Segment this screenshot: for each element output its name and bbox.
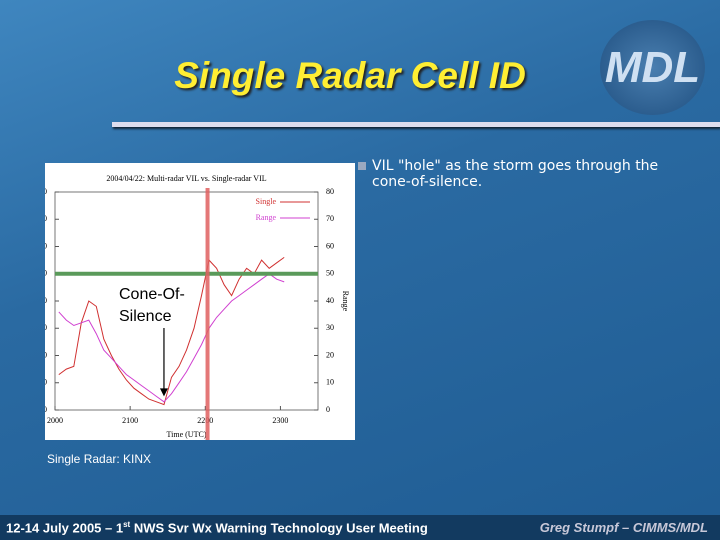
y-tick-label: 50 (45, 269, 47, 278)
x-tick-label: 2300 (272, 416, 288, 425)
x-tick-label: 2200 (197, 416, 213, 425)
footer-bar (0, 515, 720, 540)
title-rule (112, 122, 720, 127)
x-axis-label: Time (UTC) (167, 430, 207, 439)
x-tick-label: 2000 (47, 416, 63, 425)
y-tick-label: 60 (45, 241, 47, 250)
y-tick-label: 10 (45, 378, 47, 387)
x-tick-label: 2100 (122, 416, 138, 425)
annotation: Silence (119, 308, 172, 325)
y2-tick-label: 20 (326, 350, 334, 359)
series-line (58, 256, 285, 406)
annotation-arrowhead (159, 388, 168, 397)
legend-label: Single (256, 197, 277, 206)
y2-tick-label: 10 (326, 378, 334, 387)
y-tick-label: 80 (45, 187, 47, 196)
chart-title: 2004/04/22: Multi-radar VIL vs. Single-r… (106, 174, 266, 183)
footer-text: 12-14 July 2005 – 1 (6, 520, 124, 536)
annotation: Cone-Of- (119, 286, 185, 303)
footer-left: 12-14 July 2005 – 1st NWS Svr Wx Warning… (6, 520, 428, 535)
footer-sup: st (123, 520, 131, 529)
series-line (58, 273, 285, 403)
y-tick-label: 70 (45, 214, 47, 223)
chart: 2004/04/22: Multi-radar VIL vs. Single-r… (45, 163, 355, 440)
y2-axis-label: Range (341, 291, 350, 312)
y2-tick-label: 80 (326, 187, 334, 196)
y2-tick-label: 70 (326, 214, 334, 223)
slide-title: Single Radar Cell ID (174, 55, 526, 96)
y-tick-label: 30 (45, 323, 47, 332)
logo: MDL (600, 20, 705, 115)
caption: Single Radar: KINX (47, 452, 152, 466)
y-tick-label: 20 (45, 350, 47, 359)
y-tick-label: 0 (45, 405, 47, 414)
legend-label: Range (256, 213, 277, 222)
y2-tick-label: 40 (326, 296, 334, 305)
y-tick-label: 40 (45, 296, 47, 305)
y2-tick-label: 60 (326, 241, 334, 250)
y2-tick-label: 50 (326, 269, 334, 278)
footer-right: Greg Stumpf – CIMMS/MDL (539, 520, 708, 535)
y2-tick-label: 30 (326, 323, 334, 332)
footer-text: NWS Svr Wx Warning Technology User Meeti… (130, 520, 428, 536)
y2-tick-label: 0 (326, 405, 330, 414)
bullet: VIL "hole" as the storm goes through the… (358, 158, 672, 190)
